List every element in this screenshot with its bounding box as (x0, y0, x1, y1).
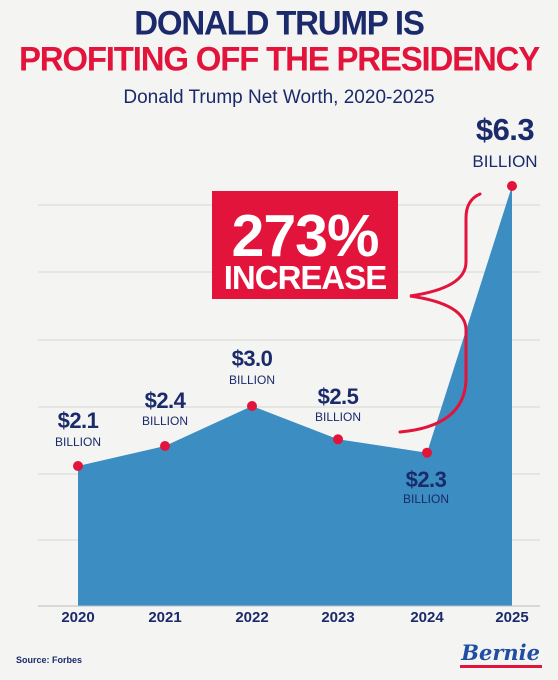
value-label-2024: $2.3 (406, 467, 447, 492)
unit-label-2024: BILLION (403, 492, 449, 506)
unit-label-2020: BILLION (55, 435, 101, 449)
data-point-2025 (507, 181, 517, 191)
unit-label-2023: BILLION (315, 410, 361, 424)
data-point-2020 (73, 461, 83, 471)
logo-underline (460, 665, 542, 668)
callout-label: INCREASE (224, 259, 387, 296)
value-label-2020: $2.1 (58, 408, 99, 433)
x-tick-2022: 2022 (235, 609, 268, 626)
increase-brace (398, 192, 482, 434)
data-point-2023 (333, 434, 343, 445)
callout-box (212, 191, 398, 299)
x-tick-2024: 2024 (410, 609, 444, 626)
x-tick-2023: 2023 (321, 609, 354, 626)
x-axis-ticks: 2020 2021 2022 2023 2024 2025 (61, 609, 528, 626)
net-worth-area (78, 186, 512, 606)
callout-percent: 273% (232, 203, 379, 269)
headline-line-2: PROFITING OFF THE PRESIDENCY (18, 39, 540, 78)
headline-line-1: DONALD TRUMP IS (134, 3, 425, 42)
chart-subtitle: Donald Trump Net Worth, 2020-2025 (123, 87, 435, 108)
value-label-2023: $2.5 (318, 384, 359, 409)
x-tick-2020: 2020 (61, 609, 94, 626)
value-label-2022: $3.0 (232, 346, 273, 371)
data-point-2024 (422, 447, 432, 458)
unit-label-2025: BILLION (472, 152, 537, 171)
bernie-logo: Bernie (461, 640, 540, 665)
increase-callout: 273% INCREASE (212, 191, 398, 299)
x-tick-2021: 2021 (148, 609, 181, 626)
data-points (73, 181, 517, 471)
data-point-2022 (247, 401, 257, 411)
value-label-2025: $6.3 (476, 112, 535, 147)
unit-label-2022: BILLION (229, 373, 275, 387)
value-labels: $2.1BILLION$2.4BILLION$3.0BILLION$2.5BIL… (55, 112, 538, 506)
unit-label-2021: BILLION (142, 414, 188, 428)
source-note: Source: Forbes (16, 655, 83, 665)
x-tick-2025: 2025 (495, 609, 528, 626)
data-point-2021 (160, 441, 170, 451)
value-label-2021: $2.4 (145, 388, 187, 413)
